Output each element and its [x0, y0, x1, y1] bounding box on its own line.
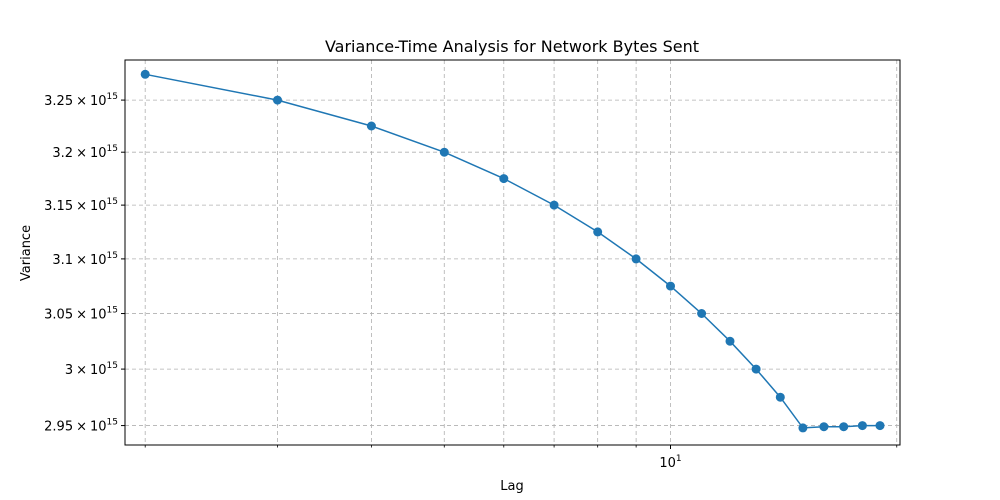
y-tick-label: 3.05 × 1015 — [44, 306, 118, 323]
x-tick-label: 101 — [659, 454, 681, 471]
y-tick-label: 3.2 × 1015 — [52, 144, 118, 161]
y-tick-label: 3.25 × 1015 — [44, 92, 118, 109]
y-tick-label-mantissa: 3.15 — [44, 199, 73, 214]
x-tick-label-base: 10 — [659, 456, 676, 471]
y-tick-label-mantissa: 2.95 — [44, 420, 73, 435]
grid-lines — [125, 60, 900, 445]
data-point-marker — [697, 309, 707, 318]
data-point-marker — [499, 174, 509, 184]
y-tick-label-base: 10 — [90, 253, 107, 268]
chart-title: Variance-Time Analysis for Network Bytes… — [325, 37, 699, 56]
data-point-marker — [549, 200, 559, 210]
data-point-marker — [819, 422, 829, 432]
data-point-marker — [798, 423, 808, 433]
y-tick-label: 3.1 × 1015 — [52, 251, 118, 268]
x-tick-label-exponent: 1 — [676, 454, 682, 464]
y-tick-label-base: 10 — [90, 199, 107, 214]
y-tick-label-exponent: 15 — [107, 92, 118, 102]
y-tick-label-exponent: 15 — [107, 251, 118, 261]
x-axis-ticks: 101 — [144, 445, 898, 471]
data-point-marker — [839, 422, 849, 432]
data-point-marker — [593, 227, 603, 237]
y-axis-label: Variance — [19, 225, 34, 281]
y-tick-label-times: × — [76, 363, 87, 378]
y-tick-label-times: × — [76, 253, 87, 268]
y-tick-label-base: 10 — [90, 308, 107, 323]
data-point-marker — [273, 95, 282, 105]
y-tick-label-mantissa: 3.05 — [44, 308, 73, 323]
series-line-group — [140, 69, 885, 433]
data-point-marker — [666, 281, 675, 291]
y-tick-label-mantissa: 3.25 — [44, 94, 73, 109]
y-tick-label-times: × — [76, 308, 87, 323]
data-point-marker — [439, 147, 449, 157]
data-point-marker — [140, 69, 150, 79]
data-point-marker — [366, 121, 376, 131]
y-tick-label-exponent: 15 — [107, 361, 118, 371]
y-tick-label: 2.95 × 1015 — [44, 418, 118, 435]
plot-frame — [124, 59, 901, 446]
y-tick-label-base: 10 — [90, 94, 107, 109]
y-tick-label-times: × — [76, 199, 87, 214]
data-point-marker — [775, 392, 785, 402]
y-tick-label-base: 10 — [90, 420, 107, 435]
y-tick-label-mantissa: 3.2 — [52, 146, 73, 161]
y-tick-label-exponent: 15 — [107, 197, 118, 207]
x-axis-label: Lag — [500, 479, 523, 494]
y-tick-label-base: 10 — [90, 363, 107, 378]
data-point-marker — [875, 421, 885, 431]
y-tick-label-exponent: 15 — [107, 144, 118, 154]
y-tick-label-mantissa: 3 — [65, 363, 73, 378]
y-tick-label: 3 × 1015 — [65, 361, 118, 378]
y-tick-label-base: 10 — [90, 146, 107, 161]
data-point-marker — [725, 336, 735, 346]
y-tick-label-exponent: 15 — [107, 418, 118, 428]
y-tick-label-exponent: 15 — [107, 306, 118, 316]
data-point-marker — [631, 254, 641, 264]
y-tick-label-times: × — [76, 146, 87, 161]
data-point-marker — [751, 364, 761, 374]
y-tick-label-times: × — [76, 94, 87, 109]
data-point-marker — [857, 421, 867, 431]
y-tick-label: 3.15 × 1015 — [44, 197, 118, 214]
y-tick-label-times: × — [76, 420, 87, 435]
y-tick-label-mantissa: 3.1 — [52, 253, 73, 268]
